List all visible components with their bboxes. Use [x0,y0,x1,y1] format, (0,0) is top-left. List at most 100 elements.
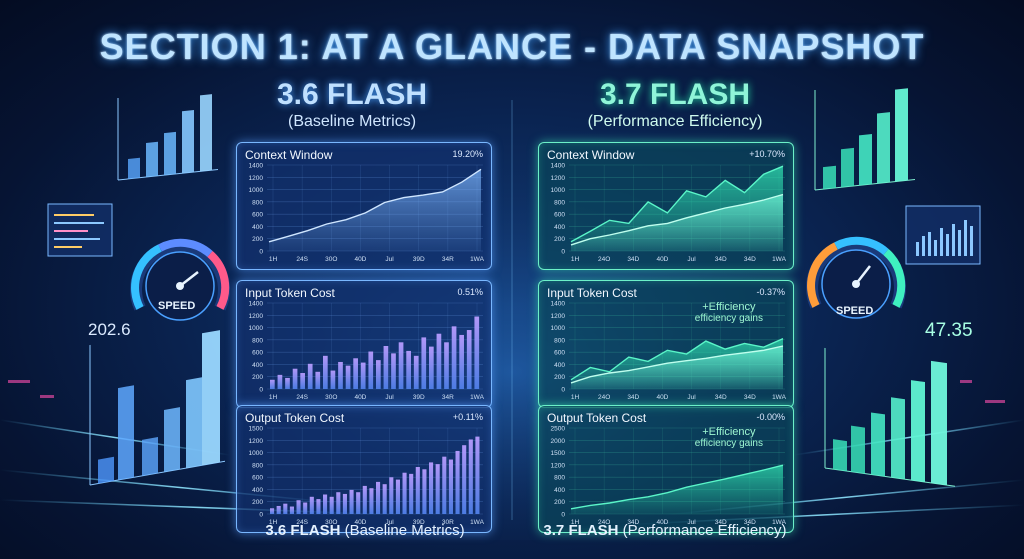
x-tick-label: 39D [413,256,425,263]
x-tick-label: 34D [627,256,639,263]
bar [389,477,394,514]
bar [435,464,440,514]
x-tick-label: 24O [598,394,610,401]
chart-plot: 1400 1200 1000 800 600 400 200 0 1H 24S 30O 40D Jul 3… [249,163,485,264]
bar [448,459,453,514]
x-tick-label: Jul [687,256,696,263]
series-area [571,194,783,251]
x-tick-label: 40D [656,394,668,401]
right-side-value: 47.35 [925,320,973,341]
x-tick-label: 1H [269,256,278,263]
y-tick-label: 0 [561,387,565,394]
x-tick-label: 1WA [470,519,485,526]
bar [342,493,347,514]
chart-panel-right-context-window: Context Window +10.70% 1400 1200 1000 800 60… [538,142,794,270]
right-column-header: 3.7 FLASH (Performance Efficiency) [535,78,815,131]
y-tick-label: 600 [252,475,263,482]
chart-title: Context Window [547,148,635,162]
chart-panel-left-output-token-cost: Output Token Cost +0.11% 1500 1200 1000 800… [236,405,492,533]
y-tick-label: 600 [554,350,565,357]
y-tick-label: 1000 [249,325,264,332]
x-tick-label: 40D [354,256,366,263]
annotation-line-2: efficiency gains [694,438,763,449]
y-tick-label: 1000 [249,187,264,194]
bar [429,346,434,389]
bar [455,450,460,514]
bar [422,469,427,514]
bar [421,337,427,389]
y-tick-label: 0 [259,387,263,394]
x-tick-label: 39D [413,394,425,401]
bar [382,484,387,514]
y-tick-label: 1000 [249,450,264,457]
bar [349,489,354,514]
chart-title: Input Token Cost [547,286,637,300]
annotation-line-2: efficiency gains [694,313,763,324]
series-line [570,165,784,243]
x-tick-label: 1WA [772,394,787,401]
bar [277,374,283,389]
x-tick-label: Jul [385,394,394,401]
x-tick-label: 34D [744,256,756,263]
y-tick-label: 1200 [551,175,566,182]
x-tick-label: 1H [269,519,278,526]
bar [353,358,358,389]
footer-right-bold: 3.7 FLASH [543,522,619,539]
efficiency-annotation: +Efficiency efficiency gains [695,426,763,450]
bar [462,445,467,514]
y-tick-label: 200 [252,236,263,243]
bar [360,362,366,389]
series-line [570,193,784,246]
speed-label-right: SPEED [836,305,874,317]
chart-title: Output Token Cost [245,411,345,425]
bar [356,492,361,514]
y-tick-label: 200 [252,374,263,381]
chart-panel-right-output-token-cost: Output Token Cost -0.00% +Efficiency eff… [538,405,794,533]
y-tick-label: 1200 [551,313,566,320]
y-tick-label: 200 [554,499,565,506]
chart-plot: 1400 1200 1000 800 600 400 200 0 1H 24O 34D 40D Jul 3… [551,301,787,402]
y-tick-label: 1200 [249,438,264,445]
y-tick-label: 200 [252,499,263,506]
x-tick-label: 24S [296,394,308,401]
bar [270,379,275,389]
annotation-line-1: +Efficiency [702,426,756,438]
chart-panel-right-input-token-cost: Input Token Cost -0.37% +Efficiency effi… [538,280,794,408]
speed-gauge-left-icon [130,238,230,321]
x-tick-label: 24S [296,256,308,263]
y-tick-label: 800 [554,199,565,206]
y-tick-label: 600 [554,212,565,219]
chart-change: +0.11% [452,412,483,422]
footer-left-rest: (Baseline Metrics) [344,522,465,539]
y-tick-label: 2000 [551,438,566,445]
x-tick-label: 34R [442,256,454,263]
bar [466,330,472,389]
left-side-value: 202.6 [88,320,131,339]
annotation-line-1: +Efficiency [702,301,756,313]
x-tick-label: 34D [627,519,639,526]
bar [451,326,457,389]
y-tick-label: 400 [554,224,565,231]
footer-left-caption: 3.6 FLASH (Baseline Metrics) [215,522,515,539]
y-tick-label: 400 [252,224,263,231]
deco-mini-panel-left [47,203,113,257]
bar [362,485,367,514]
x-tick-label: 24O [598,519,610,526]
x-tick-label: 30O [325,519,337,526]
x-tick-label: Jul [687,394,696,401]
x-tick-label: 1WA [772,519,787,526]
bar [276,505,281,514]
bar [395,479,400,514]
y-tick-label: 1400 [249,163,264,170]
y-tick-label: 0 [561,512,565,519]
y-tick-label: 1000 [551,325,566,332]
y-tick-label: 1200 [551,462,566,469]
bar [315,371,321,389]
y-tick-label: 800 [554,337,565,344]
x-tick-label: 34D [715,394,727,401]
x-tick-label: 34D [744,394,756,401]
bar [444,342,449,389]
bar [289,506,294,514]
